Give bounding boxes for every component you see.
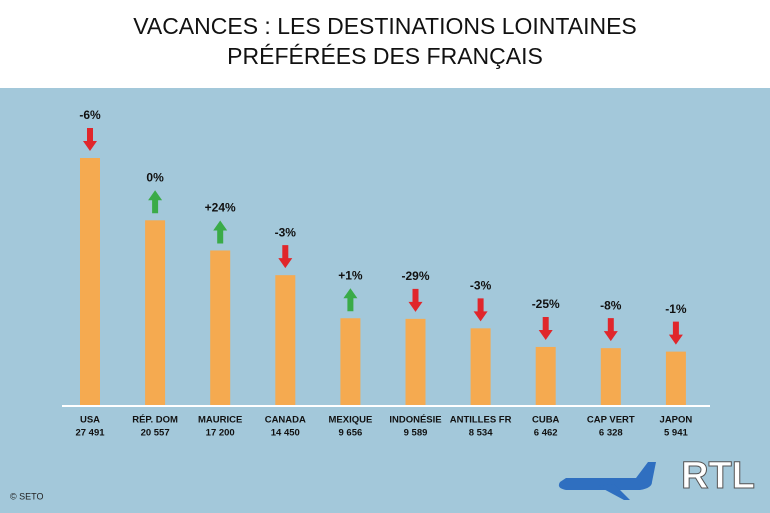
change-arrow — [603, 318, 618, 342]
category-label: CAP VERT — [587, 415, 635, 426]
change-label: 0% — [146, 170, 164, 184]
bar — [80, 158, 100, 405]
category-label: ANTILLES FR — [450, 415, 512, 426]
bar — [470, 328, 491, 405]
change-label: -3% — [470, 278, 492, 292]
change-arrow — [408, 288, 423, 312]
change-arrow — [83, 128, 97, 151]
change-arrow — [538, 316, 553, 340]
value-label: 9 589 — [404, 428, 428, 439]
change-label: -8% — [600, 298, 622, 312]
bar — [210, 250, 231, 405]
value-label: 5 941 — [664, 428, 688, 439]
credit: © SETO — [10, 491, 43, 501]
bar — [275, 275, 296, 405]
bar — [145, 220, 166, 405]
header — [0, 0, 770, 88]
value-label: 27 491 — [75, 428, 105, 439]
change-arrow — [148, 190, 163, 214]
category-label: USA — [80, 415, 100, 426]
value-label: 17 200 — [206, 428, 235, 439]
category-label: CUBA — [532, 415, 560, 426]
value-label: 14 450 — [271, 428, 300, 439]
value-label: 6 328 — [599, 428, 623, 439]
bar — [535, 346, 556, 405]
change-label: -29% — [401, 269, 429, 283]
category-label: MAURICE — [198, 415, 242, 426]
change-arrow — [343, 288, 358, 312]
change-label: -6% — [79, 108, 101, 122]
category-label: INDONÉSIE — [389, 415, 441, 426]
airplane — [558, 462, 656, 500]
change-label: +1% — [338, 268, 363, 282]
bar — [665, 351, 686, 405]
category-label: CANADA — [265, 415, 306, 426]
change-arrow — [278, 245, 293, 269]
value-label: 6 462 — [534, 428, 558, 439]
bar — [340, 318, 361, 405]
value-label: 9 656 — [339, 428, 363, 439]
change-arrow — [213, 220, 228, 244]
change-arrow — [473, 298, 488, 322]
category-label: RÉP. DOM — [132, 415, 178, 426]
change-label: -1% — [665, 302, 687, 316]
change-arrow — [668, 321, 683, 345]
change-label: -25% — [532, 297, 560, 311]
value-label: 8 534 — [469, 428, 493, 439]
chart-subtitle: PRÉFÉRÉES DES FRANÇAIS — [227, 43, 543, 69]
value-label: 20 557 — [141, 428, 170, 439]
bar — [405, 318, 426, 405]
change-label: +24% — [205, 201, 236, 215]
chart-title: VACANCES : LES DESTINATIONS LOINTAINES — [133, 13, 637, 39]
category-label: MEXIQUE — [328, 415, 372, 426]
change-label: -3% — [275, 225, 297, 239]
category-label: JAPON — [660, 415, 693, 426]
bar — [600, 348, 621, 405]
logo: RTL — [681, 455, 755, 497]
